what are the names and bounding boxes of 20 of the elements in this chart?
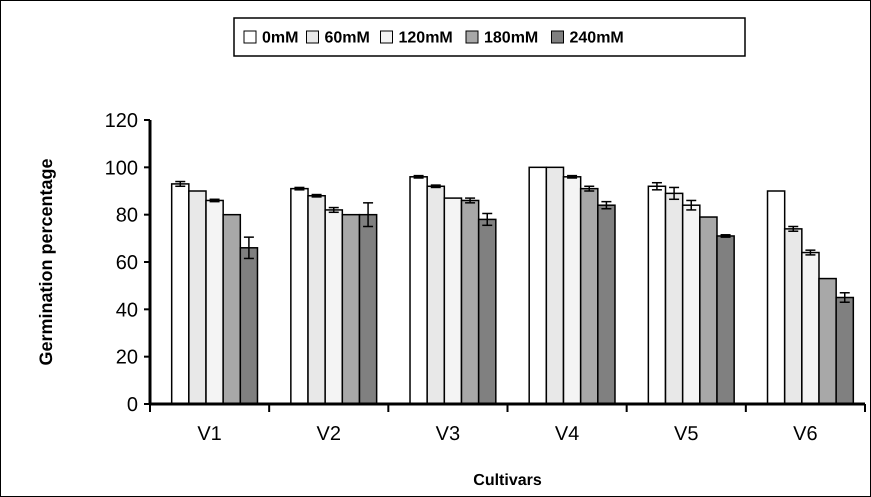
legend-label: 240mM <box>570 30 624 47</box>
x-tick-label: V5 <box>674 423 698 445</box>
y-tick-label: 40 <box>116 299 138 322</box>
legend-label: 0mM <box>262 30 298 47</box>
y-tick-label: 80 <box>116 204 138 227</box>
x-tick-label: V1 <box>197 423 222 445</box>
y-tick-label: 120 <box>104 110 138 132</box>
legend-label: 180mM <box>484 30 538 47</box>
x-axis-title: Cultivars <box>473 472 542 489</box>
y-tick-label: 60 <box>116 252 138 274</box>
legend-label: 60mM <box>324 30 370 47</box>
x-tick-label: V6 <box>793 423 818 445</box>
x-tick-label: V2 <box>316 423 341 445</box>
y-tick-label: 100 <box>104 157 138 180</box>
x-tick-label: V3 <box>436 423 460 445</box>
y-tick-label: 20 <box>116 346 138 369</box>
legend-label: 120mM <box>398 30 453 47</box>
y-axis-title: Germination percentage <box>36 158 56 366</box>
y-tick-label: 0 <box>126 394 138 416</box>
x-tick-label: V4 <box>554 423 580 445</box>
